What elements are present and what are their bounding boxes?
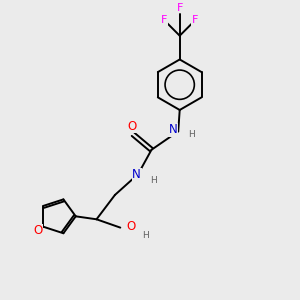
Text: F: F <box>176 3 183 13</box>
Text: O: O <box>34 224 43 237</box>
Text: H: H <box>150 176 157 185</box>
Text: F: F <box>161 15 167 25</box>
Text: O: O <box>127 220 136 233</box>
Text: N: N <box>132 168 141 181</box>
Text: N: N <box>169 123 177 136</box>
Text: H: H <box>142 231 148 240</box>
Text: F: F <box>192 15 198 25</box>
Text: O: O <box>127 119 136 133</box>
Text: H: H <box>188 130 195 140</box>
